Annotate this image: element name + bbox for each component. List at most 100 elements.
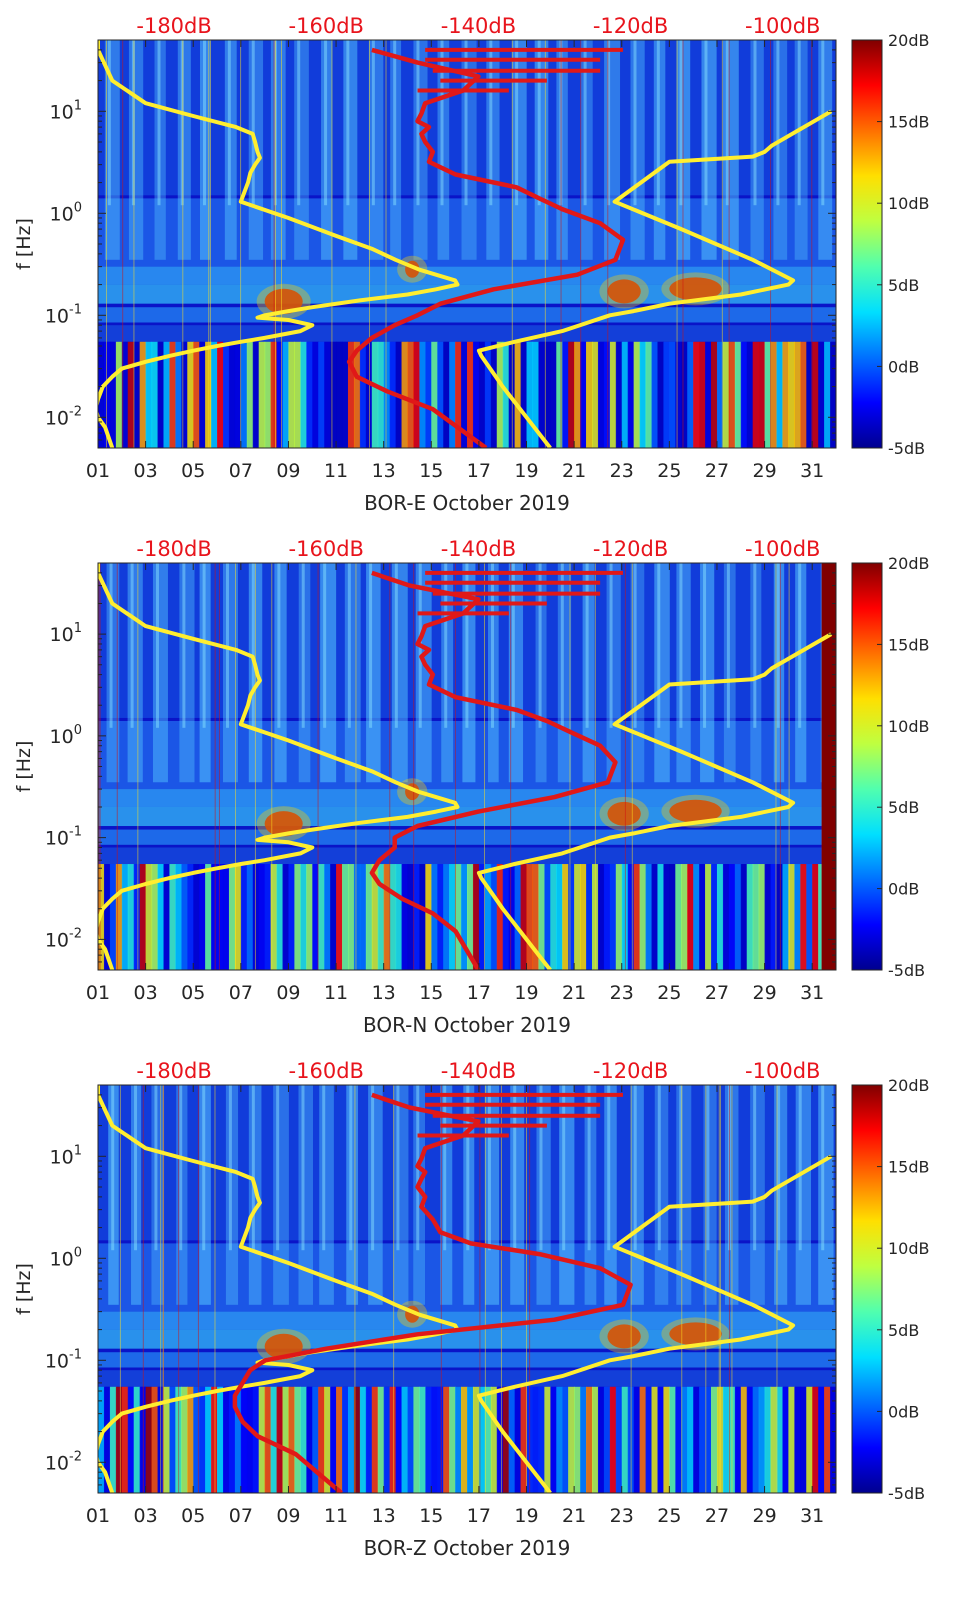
- y-tick-label: 10-1: [45, 1347, 82, 1372]
- x-tick-label: 05: [181, 982, 205, 1004]
- x-tick-label: 29: [752, 982, 776, 1004]
- x-axis-label: BOR-Z October 2019: [364, 1536, 571, 1560]
- y-tick-label: 100: [50, 200, 82, 225]
- x-tick-label: 21: [562, 982, 586, 1004]
- x-axis-label: BOR-E October 2019: [364, 491, 570, 515]
- x-tick-label: 29: [752, 460, 776, 482]
- x-tick-label: 01: [86, 460, 110, 482]
- colorbar-tick-label: -5dB: [888, 439, 925, 458]
- x-tick-label: 31: [800, 1505, 824, 1527]
- spectrogram-image: [98, 40, 836, 448]
- x-tick-label: 13: [372, 460, 396, 482]
- x-tick-label: 25: [657, 1505, 681, 1527]
- x-tick-label: 31: [800, 460, 824, 482]
- psd-curve: [369, 570, 618, 970]
- noise-model-curve: [476, 1154, 833, 1493]
- x-tick-label: 15: [419, 1505, 443, 1527]
- x-tick-label: 03: [134, 460, 158, 482]
- top-axis-db-label: -120dB: [593, 537, 668, 561]
- y-tick-label: 100: [50, 1245, 82, 1270]
- psd-curve: [346, 47, 626, 448]
- noise-model-curve: [476, 632, 833, 970]
- x-tick-label: 27: [705, 982, 729, 1004]
- top-axis-db-label: -140dB: [441, 537, 516, 561]
- colorbar-tick-label: 5dB: [888, 798, 919, 817]
- spectrogram-panel: 01 03 05 07 09 11 13 15 17 19 21 23 25 27 29 31 BOR-E Oc…: [13, 14, 930, 515]
- top-axis-db-label: -120dB: [593, 1059, 668, 1083]
- y-axis-label: f [Hz]: [13, 1263, 35, 1315]
- x-tick-label: 19: [514, 1505, 538, 1527]
- colorbar-tick-label: 0dB: [888, 880, 919, 899]
- x-tick-label: 05: [181, 1505, 205, 1527]
- x-tick-label: 17: [467, 460, 491, 482]
- colorbar-tick-label: 15dB: [888, 635, 930, 654]
- top-axis-db-label: -160dB: [289, 1059, 364, 1083]
- x-tick-label: 07: [229, 460, 253, 482]
- colorbar-tick-label: -5dB: [888, 1484, 925, 1503]
- colorbar-tick-label: 10dB: [888, 717, 930, 736]
- x-tick-label: 19: [514, 460, 538, 482]
- x-tick-label: 23: [610, 1505, 634, 1527]
- x-tick-label: 23: [610, 460, 634, 482]
- x-tick-label: 21: [562, 1505, 586, 1527]
- colorbar: [851, 1084, 883, 1494]
- y-tick-label: 10-1: [45, 302, 82, 327]
- x-tick-label: 31: [800, 982, 824, 1004]
- noise-model-curve: [98, 1085, 460, 1493]
- psd-curve: [232, 1092, 633, 1493]
- colorbar-tick-label: 5dB: [888, 1321, 919, 1340]
- colorbar-tick-label: 5dB: [888, 276, 919, 295]
- y-tick-label: 101: [50, 621, 82, 646]
- x-tick-label: 21: [562, 460, 586, 482]
- spectrogram-image: [98, 563, 836, 970]
- x-tick-label: 01: [86, 1505, 110, 1527]
- top-axis-db-label: -100dB: [745, 537, 820, 561]
- x-tick-label: 29: [752, 1505, 776, 1527]
- y-tick-label: 10-1: [45, 825, 82, 850]
- x-tick-label: 09: [276, 982, 300, 1004]
- x-tick-label: 25: [657, 982, 681, 1004]
- x-tick-label: 09: [276, 460, 300, 482]
- x-tick-label: 07: [229, 982, 253, 1004]
- colorbar: [851, 39, 883, 449]
- colorbar-tick-label: 20dB: [888, 31, 930, 50]
- colorbar-tick-label: 10dB: [888, 1239, 930, 1258]
- x-tick-label: 05: [181, 460, 205, 482]
- top-axis-db-label: -100dB: [745, 1059, 820, 1083]
- colorbar: [851, 562, 883, 971]
- x-tick-label: 27: [705, 1505, 729, 1527]
- x-tick-label: 07: [229, 1505, 253, 1527]
- top-axis-db-label: -180dB: [136, 537, 211, 561]
- spectrogram-panel: 01 03 05 07 09 11 13 15 17 19 21 23 25 27 29 31 BOR-N Oc…: [13, 537, 930, 1037]
- colorbar-tick-label: 15dB: [888, 1158, 930, 1177]
- x-tick-label: 13: [372, 982, 396, 1004]
- y-axis-label: f [Hz]: [13, 218, 35, 270]
- x-tick-label: 15: [419, 982, 443, 1004]
- colorbar-tick-label: 20dB: [888, 554, 930, 573]
- noise-model-curve: [476, 109, 833, 448]
- colorbar-tick-label: 0dB: [888, 1402, 919, 1421]
- top-axis-db-label: -100dB: [745, 14, 820, 38]
- spectrogram-panel: 01 03 05 07 09 11 13 15 17 19 21 23 25 27 29 31 BOR-Z Oc…: [13, 1059, 930, 1560]
- top-axis-db-label: -120dB: [593, 14, 668, 38]
- y-tick-label: 101: [50, 98, 82, 123]
- top-axis-db-label: -160dB: [289, 14, 364, 38]
- colorbar-tick-label: 15dB: [888, 113, 930, 132]
- colorbar-tick-label: 20dB: [888, 1076, 930, 1095]
- top-axis-db-label: -180dB: [136, 1059, 211, 1083]
- x-tick-label: 13: [372, 1505, 396, 1527]
- x-tick-label: 11: [324, 460, 348, 482]
- x-tick-label: 17: [467, 982, 491, 1004]
- top-axis-db-label: -160dB: [289, 537, 364, 561]
- x-axis-label: BOR-N October 2019: [363, 1013, 571, 1037]
- x-tick-label: 09: [276, 1505, 300, 1527]
- noise-model-curve: [98, 40, 460, 448]
- spectrogram-image: [98, 1085, 836, 1493]
- y-tick-label: 101: [50, 1143, 82, 1168]
- colorbar-tick-label: 0dB: [888, 357, 919, 376]
- y-tick-label: 100: [50, 723, 82, 748]
- y-tick-label: 10-2: [45, 926, 82, 951]
- x-tick-label: 23: [610, 982, 634, 1004]
- x-tick-label: 25: [657, 460, 681, 482]
